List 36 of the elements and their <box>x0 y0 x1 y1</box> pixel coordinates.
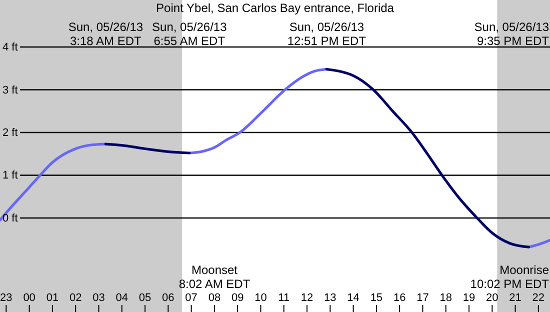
x-tick-label: 20 <box>486 292 498 304</box>
y-tick-label: 2 ft <box>2 126 18 139</box>
annotation: Sun, 05/26/13 6:55 AM EDT <box>152 20 228 48</box>
annotation: Sun, 05/26/13 9:35 PM EDT <box>474 20 550 48</box>
x-tick-label: 19 <box>462 292 476 304</box>
x-tick-label: 10 <box>254 292 267 304</box>
x-tick-label: 13 <box>324 292 336 304</box>
annotation: Moonset 8:02 AM EDT <box>178 263 251 291</box>
x-tick-label: 21 <box>509 292 522 304</box>
y-tick-label: 0 ft <box>2 212 18 224</box>
x-tick-label: 05 <box>138 292 152 304</box>
x-tick-label: 06 <box>162 292 174 304</box>
x-tick-label: 01 <box>46 292 59 304</box>
x-tick-label: 11 <box>278 292 290 304</box>
x-tick-label: 16 <box>393 292 406 304</box>
x-tick-label: 22 <box>532 292 545 304</box>
annotation: Moonrise 10:02 PM EDT <box>470 263 550 291</box>
x-tick-label: 23 <box>0 292 12 304</box>
x-tick-label: 18 <box>440 292 452 304</box>
x-tick-label: 04 <box>116 292 128 304</box>
y-tick-label: 3 ft <box>2 84 18 96</box>
annotation: Sun, 05/26/13 3:18 AM EDT <box>68 20 144 48</box>
y-tick-label: 4 ft <box>2 42 18 54</box>
x-tick-label: 07 <box>185 292 198 304</box>
chart-title: Point Ybel, San Carlos Bay entrance, Florida <box>156 1 394 15</box>
x-tick-label: 12 <box>300 292 314 304</box>
x-tick-label: 00 <box>23 292 36 304</box>
x-tick-label: 17 <box>416 292 429 304</box>
x-tick-label: 08 <box>208 292 221 304</box>
annotation: Sun, 05/26/13 12:51 PM EDT <box>287 20 367 48</box>
x-tick-label: 09 <box>231 292 244 304</box>
x-tick-label: 15 <box>370 292 383 304</box>
x-tick-label: 02 <box>69 292 82 304</box>
x-tick-label: 03 <box>92 292 105 304</box>
y-tick-label: 1 ft <box>2 170 18 182</box>
x-tick-label: 14 <box>347 292 360 304</box>
